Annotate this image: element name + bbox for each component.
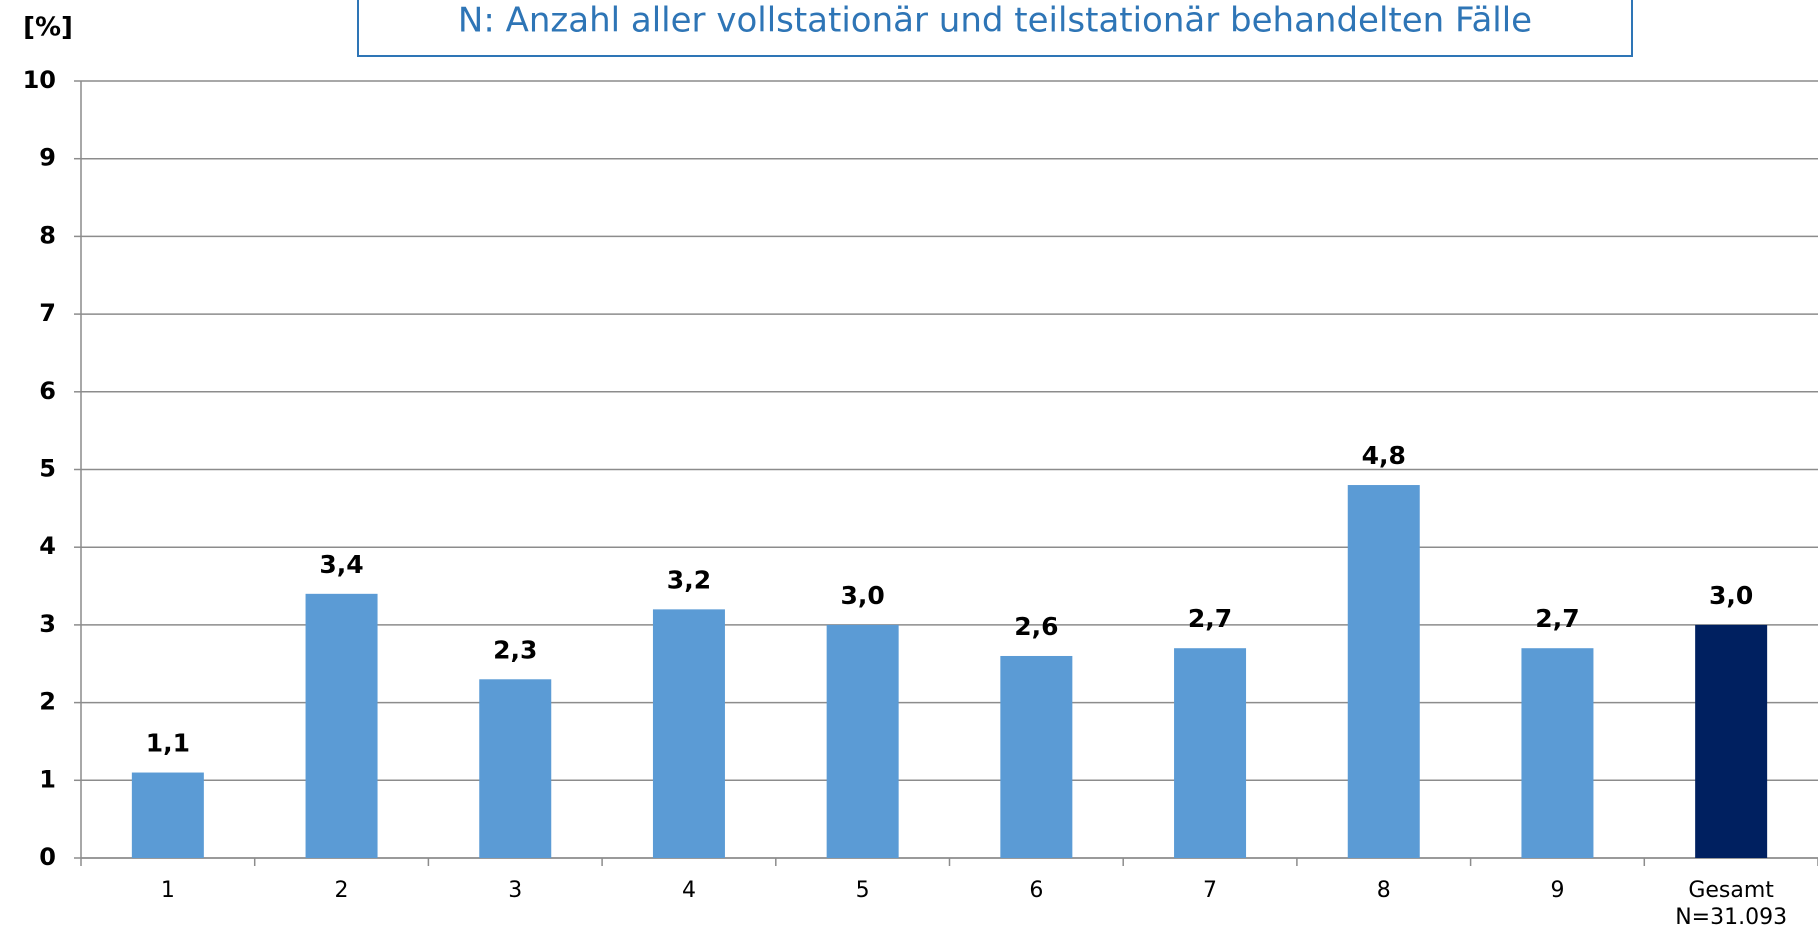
value-label: 4,8 xyxy=(1362,441,1406,470)
x-tick-label: 2 xyxy=(335,878,349,903)
x-tick-label: 1 xyxy=(161,878,175,903)
y-tick-label: 9 xyxy=(39,144,56,172)
value-label: 2,3 xyxy=(493,635,537,664)
x-tick-label: 6 xyxy=(1029,878,1043,903)
x-tick-label: 4 xyxy=(682,878,696,903)
bar xyxy=(305,593,378,858)
y-tick-label: 0 xyxy=(39,843,56,871)
x-tick-label: 3 xyxy=(508,878,522,903)
x-tick-label: 7 xyxy=(1203,878,1217,903)
y-tick-label: 5 xyxy=(39,455,56,483)
value-label: 3,0 xyxy=(841,581,885,610)
value-label: 3,0 xyxy=(1709,581,1753,610)
x-tick-label: 5 xyxy=(856,878,870,903)
chart-title: N: Anzahl aller vollstationär und teilst… xyxy=(458,1,1532,41)
value-label: 2,7 xyxy=(1188,604,1232,633)
y-tick-label: 3 xyxy=(39,610,56,638)
bar xyxy=(1695,624,1768,858)
y-tick-label: 10 xyxy=(23,66,56,94)
y-tick-label: 7 xyxy=(39,299,56,327)
bar xyxy=(479,679,552,858)
value-label: 3,4 xyxy=(319,550,363,579)
total-label: N=31.093 xyxy=(1675,905,1787,930)
bar xyxy=(1174,648,1247,858)
y-axis-label: [%] xyxy=(23,13,73,43)
y-tick-label: 2 xyxy=(39,688,56,716)
bar xyxy=(1521,648,1594,858)
y-tick-label: 8 xyxy=(39,221,56,249)
y-tick-label: 6 xyxy=(39,377,56,405)
title-box xyxy=(357,0,1633,57)
x-tick-label: 8 xyxy=(1377,878,1391,903)
y-tick-label: 4 xyxy=(39,532,56,560)
value-label: 2,7 xyxy=(1535,604,1579,633)
value-label: 1,1 xyxy=(146,729,190,758)
bar xyxy=(1347,485,1420,858)
bar xyxy=(131,772,204,858)
bar xyxy=(652,609,725,858)
bar xyxy=(826,624,899,858)
value-label: 3,2 xyxy=(667,565,711,594)
bar xyxy=(1000,655,1073,858)
x-tick-label: 9 xyxy=(1550,878,1564,903)
x-tick-label: Gesamt xyxy=(1688,878,1774,903)
value-label: 2,6 xyxy=(1014,612,1058,641)
y-tick-label: 1 xyxy=(39,765,56,793)
